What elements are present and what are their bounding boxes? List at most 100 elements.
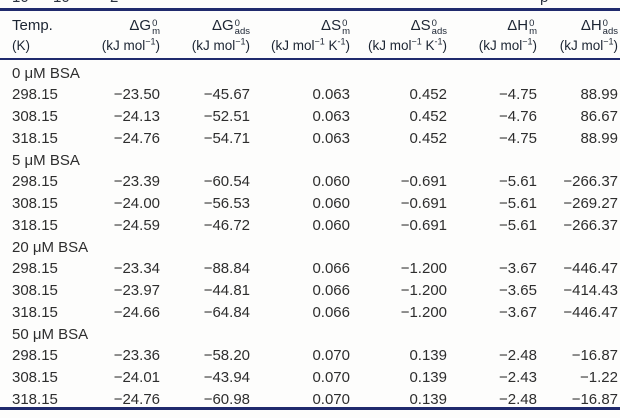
- value-cell: 88.99: [580, 130, 618, 148]
- table-row: 298.15 −23.34 −88.84 0.066 −1.200 −3.67 −446.4…: [0, 258, 620, 280]
- temperature-cell: 308.15: [12, 282, 58, 300]
- value-cell: 0.063: [312, 130, 350, 148]
- value-cell: −64.84: [203, 304, 250, 322]
- column-header: ΔH 0 ads (kJ mol−1): [539, 11, 620, 61]
- unit-exponent: −1: [314, 36, 325, 47]
- value-cell: −2.48: [499, 347, 537, 365]
- unit-exponent: −1: [603, 36, 614, 47]
- value-cell: 0.139: [409, 391, 447, 409]
- thermodynamic-parameters-table: Temp. (K) ΔG 0 m (kJ mol−1) ΔG 0 ads (kJ mol−1) ΔS…: [0, 11, 620, 411]
- unit-label: (kJ mol−1): [478, 36, 537, 54]
- temperature-cell: 308.15: [12, 195, 58, 213]
- caption-fragment: p: [540, 0, 548, 6]
- subscript: m: [342, 26, 350, 38]
- unit-exponent: −1: [235, 36, 246, 47]
- section-label-row: 5 μM BSA: [0, 150, 620, 171]
- section-label: 20 μM BSA: [12, 239, 89, 257]
- section-label-row: 20 μM BSA: [0, 237, 620, 258]
- value-cell: 0.070: [312, 347, 350, 365]
- value-cell: −4.76: [499, 108, 537, 126]
- temperature-cell: 298.15: [12, 260, 58, 278]
- subscript: ads: [234, 26, 250, 38]
- value-cell: −4.75: [499, 86, 537, 104]
- caption-fragment: 10: [53, 0, 70, 6]
- unit-label: (kJ mol−1): [559, 36, 618, 54]
- superscript: 0: [342, 18, 348, 30]
- value-cell: −23.97: [113, 282, 160, 300]
- value-cell: 0.063: [312, 108, 350, 126]
- value-cell: 0.070: [312, 369, 350, 387]
- table-header: Temp. (K) ΔG 0 m (kJ mol−1) ΔG 0 ads (kJ mol−1) ΔS…: [0, 11, 620, 61]
- value-cell: −52.51: [203, 108, 250, 126]
- value-cell: −23.50: [113, 86, 160, 104]
- value-cell: −269.27: [563, 195, 618, 213]
- unit-exponent: −1: [145, 36, 156, 47]
- value-cell: −446.47: [563, 304, 618, 322]
- table-row: 318.15 −24.76 −54.71 0.063 0.452 −4.75 88.99: [0, 128, 620, 150]
- column-symbol: ΔS 0 ads: [352, 15, 447, 38]
- table-row: 298.15 −23.36 −58.20 0.070 0.139 −2.48 −16.87: [0, 345, 620, 367]
- value-cell: −1.200: [400, 282, 447, 300]
- value-cell: 0.452: [409, 86, 447, 104]
- section-label-row: 0 μM BSA: [0, 59, 620, 84]
- value-cell: −24.13: [113, 108, 160, 126]
- value-cell: 0.066: [312, 282, 350, 300]
- superscript: 0: [431, 18, 437, 30]
- value-cell: −5.61: [499, 173, 537, 191]
- temperature-cell: 298.15: [12, 86, 58, 104]
- value-cell: −24.59: [113, 217, 160, 235]
- value-cell: −1.200: [400, 260, 447, 278]
- value-cell: 0.066: [312, 260, 350, 278]
- value-cell: 0.063: [312, 86, 350, 104]
- unit-label: (K): [12, 38, 30, 53]
- value-cell: −24.66: [113, 304, 160, 322]
- value-cell: −45.67: [203, 86, 250, 104]
- table-body: 0 μM BSA 298.15 −23.50 −45.67 0.063 0.452 −4.7…: [0, 59, 620, 411]
- value-cell: −23.39: [113, 173, 160, 191]
- unit-exponent: −1: [411, 36, 422, 47]
- value-cell: 0.139: [409, 369, 447, 387]
- column-symbol: ΔH 0 m: [449, 15, 537, 37]
- section-label: 5 μM BSA: [12, 152, 80, 170]
- subscript: m: [152, 26, 160, 38]
- value-cell: −58.20: [203, 347, 250, 365]
- unit-exponent: -1: [337, 36, 346, 47]
- temperature-cell: 318.15: [12, 304, 58, 322]
- column-header: ΔG 0 m (kJ mol−1): [62, 11, 162, 61]
- table-row: 318.15 −24.59 −46.72 0.060 −0.691 −5.61 −266.3…: [0, 215, 620, 237]
- table-row: 298.15 −23.50 −45.67 0.063 0.452 −4.75 88.99: [0, 84, 620, 106]
- value-cell: 0.060: [312, 195, 350, 213]
- superscript: 0: [529, 18, 535, 30]
- unit-label: (kJ mol−1 K-1): [270, 36, 350, 54]
- quantity-symbol: ΔH: [507, 17, 529, 34]
- temperature-cell: 318.15: [12, 130, 58, 148]
- column-header: Temp. (K): [0, 11, 62, 61]
- value-cell: 0.070: [312, 391, 350, 409]
- value-cell: −3.67: [499, 304, 537, 322]
- value-cell: −2.43: [499, 369, 537, 387]
- column-symbol: ΔG 0 m: [62, 15, 160, 38]
- value-cell: −60.98: [203, 391, 250, 409]
- value-cell: −0.691: [400, 195, 447, 213]
- unit-exponent: −1: [522, 36, 533, 47]
- value-cell: −1.200: [400, 304, 447, 322]
- value-cell: −16.87: [571, 347, 618, 365]
- value-cell: −5.61: [499, 217, 537, 235]
- unit-label: (kJ mol−1): [191, 36, 250, 54]
- value-cell: 0.452: [409, 108, 447, 126]
- superscript: 0: [152, 18, 158, 30]
- caption-fragment: 10: [12, 0, 29, 6]
- column-header: ΔG 0 ads (kJ mol−1): [162, 11, 252, 61]
- table-row: 298.15 −23.39 −60.54 0.060 −0.691 −5.61 −266.3…: [0, 171, 620, 193]
- column-header: ΔS 0 ads (kJ mol−1 K-1): [352, 11, 449, 61]
- unit-exponent: -1: [434, 36, 443, 47]
- value-cell: −54.71: [203, 130, 250, 148]
- unit-label: (kJ mol−1): [101, 36, 160, 54]
- column-header: ΔH 0 m (kJ mol−1): [449, 11, 539, 61]
- subscript: ads: [431, 26, 447, 38]
- temperature-cell: 318.15: [12, 391, 58, 409]
- value-cell: −266.37: [563, 173, 618, 191]
- section-label-row: 50 μM BSA: [0, 324, 620, 345]
- value-cell: −446.47: [563, 260, 618, 278]
